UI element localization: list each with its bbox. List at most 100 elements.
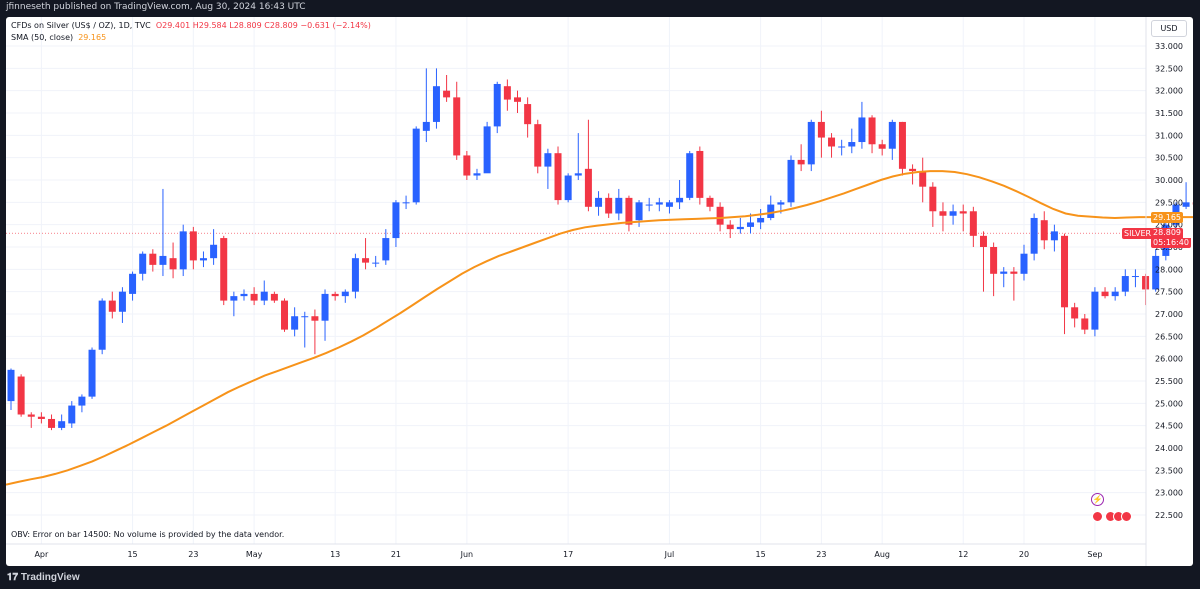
candle-body: [716, 206, 724, 225]
candle-body: [919, 171, 927, 187]
chart-panel[interactable]: 33.000 32.500 32.000 31.500 31.000 30.500 30.0…: [6, 17, 1193, 566]
candle-body: [129, 273, 137, 294]
candle-body: [321, 293, 329, 321]
candle-body: [432, 86, 440, 122]
flag-icon[interactable]: [1121, 511, 1132, 522]
candle-body: [250, 293, 258, 301]
candle-body: [534, 124, 542, 167]
candle-body: [402, 202, 410, 204]
candle-body: [888, 121, 896, 149]
time-tick-label: 23: [188, 550, 198, 559]
candle-body: [605, 197, 613, 214]
brand-name: TradingView: [20, 572, 80, 583]
candle-body: [757, 217, 765, 223]
candle-body: [1091, 291, 1099, 330]
candle-body: [78, 396, 86, 406]
candle-body: [564, 175, 572, 201]
candle-body: [676, 197, 684, 203]
candle-body: [453, 97, 461, 156]
candle-body: [1010, 271, 1018, 274]
candle-body: [1182, 202, 1190, 207]
currency-button[interactable]: USD: [1151, 20, 1187, 37]
time-tick-label: 21: [391, 550, 401, 559]
price-tick-label: 24.500: [1155, 422, 1183, 431]
time-tick-label: Jun: [460, 550, 474, 559]
countdown-tag: 05:16:40: [1151, 238, 1191, 248]
candle-body: [878, 144, 886, 149]
price-tick-label: 31.500: [1155, 109, 1183, 118]
time-axis: Apr 15 23 May 13 21 Jun 17 Jul 15 23 Aug 12 20 Sep: [34, 550, 1102, 559]
candle-body: [27, 414, 35, 417]
candle-body: [230, 296, 238, 301]
price-tick-label: 24.000: [1155, 444, 1183, 453]
candle-body: [767, 204, 775, 218]
legend-symbol: CFDs on Silver (US$ / OZ), 1D, TVC: [11, 21, 151, 30]
candle-body: [7, 369, 15, 402]
candle-body: [595, 197, 603, 207]
time-tick-label: 17: [563, 550, 573, 559]
candle-body: [838, 146, 846, 148]
candle-body: [362, 258, 370, 263]
tv-icon: 𝟏𝟕: [7, 572, 19, 583]
candle-body: [868, 117, 876, 145]
candle-body: [797, 159, 805, 165]
price-chart[interactable]: 33.000 32.500 32.000 31.500 31.000 30.500 30.0…: [6, 17, 1193, 566]
last-price-tag: 28.809: [1151, 228, 1183, 238]
candle-body: [149, 253, 157, 265]
candle-body: [281, 300, 289, 330]
lightning-icon[interactable]: ⚡: [1091, 493, 1104, 506]
candle-body: [139, 253, 147, 274]
candle-body: [898, 121, 906, 169]
candle-body: [615, 197, 623, 214]
candle-body: [493, 83, 501, 127]
flag-icon[interactable]: [1092, 511, 1103, 522]
price-tick-label: 30.000: [1155, 176, 1183, 185]
time-tick-label: 12: [958, 550, 968, 559]
candle-body: [949, 211, 957, 216]
grid-lines: [6, 17, 1146, 544]
candle-body: [301, 316, 309, 318]
time-tick-label: 13: [330, 550, 340, 559]
candle-body: [848, 142, 856, 147]
candle-body: [159, 255, 167, 265]
candle-body: [1081, 318, 1089, 330]
candle-body: [1061, 235, 1069, 308]
candle-body: [979, 235, 987, 247]
time-tick-label: 23: [816, 550, 826, 559]
candle-body: [118, 291, 126, 312]
candle-body: [828, 137, 836, 147]
candle-body: [514, 97, 521, 102]
tradingview-logo[interactable]: 𝟏𝟕 TradingView: [7, 572, 80, 583]
time-tick-label: 15: [127, 550, 137, 559]
candle-body: [544, 153, 552, 167]
candle-body: [929, 186, 937, 212]
price-tick-label: 31.000: [1155, 131, 1183, 140]
candle-body: [696, 150, 704, 198]
candle-body: [473, 173, 481, 176]
price-tick-label: 25.000: [1155, 399, 1183, 408]
candle-body: [777, 202, 785, 205]
candle-body: [98, 300, 106, 350]
candle-body: [1111, 291, 1119, 297]
candle-body: [665, 202, 673, 207]
price-tick-label: 25.500: [1155, 377, 1183, 386]
time-tick-label: Sep: [1087, 550, 1102, 559]
candle-body: [108, 300, 116, 312]
publisher-line: jfinneseth published on TradingView.com,…: [6, 2, 306, 12]
candle-body: [311, 316, 319, 321]
candle-body: [554, 153, 562, 201]
candle-body: [422, 121, 430, 131]
price-tick-label: 23.000: [1155, 489, 1183, 498]
candle-body: [1131, 276, 1139, 278]
legend-sma-value: 29.165: [78, 33, 107, 42]
candle-body: [179, 231, 187, 270]
price-tick-label: 26.000: [1155, 355, 1183, 364]
candle-body: [68, 405, 76, 424]
candle-body: [189, 231, 197, 261]
price-tick-label: 26.500: [1155, 332, 1183, 341]
candle-body: [655, 202, 663, 205]
candle-body: [625, 197, 633, 225]
time-tick-label: Aug: [874, 550, 890, 559]
candle-body: [463, 155, 471, 176]
